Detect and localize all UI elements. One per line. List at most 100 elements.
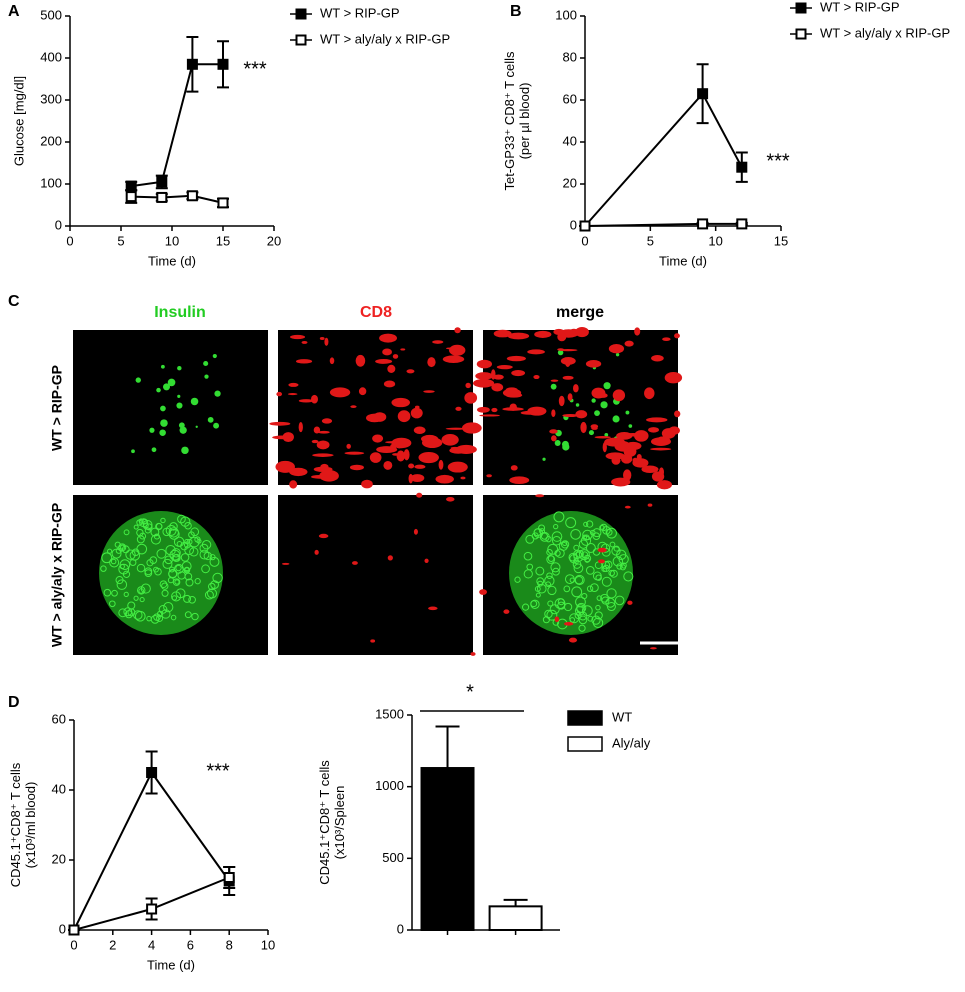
insulin-stain	[601, 596, 610, 605]
cd8-stain	[472, 378, 495, 388]
insulin-stain	[536, 583, 547, 594]
insulin-stain	[119, 563, 125, 570]
cd8-stain	[460, 476, 466, 480]
insulin-stain	[606, 527, 617, 539]
insulin-stain	[542, 457, 546, 461]
cd8-stain	[605, 452, 625, 460]
insulin-stain	[165, 524, 177, 536]
panel-label: B	[510, 3, 522, 20]
cd8-stain	[503, 609, 510, 614]
insulin-stain	[204, 590, 214, 600]
insulin-stain	[581, 605, 593, 617]
series-line	[131, 194, 224, 204]
y-axis-label: (x10³/Spleen	[332, 786, 347, 860]
cd8-stain	[329, 387, 351, 398]
insulin-stain	[159, 580, 168, 589]
cd8-stain	[311, 439, 319, 444]
insulin-stain	[172, 553, 181, 562]
insulin-stain	[526, 563, 534, 571]
point	[217, 58, 229, 70]
legend-swatch	[567, 710, 603, 726]
insulin-stain	[552, 567, 560, 576]
insulin-stain	[203, 551, 212, 561]
insulin-stain	[139, 532, 147, 540]
y-tick-label: 100	[555, 7, 577, 22]
point	[125, 180, 137, 192]
x-tick-label: 10	[708, 233, 722, 248]
insulin-stain	[150, 614, 160, 624]
y-tick-label: 0	[397, 921, 404, 936]
cd8-stain	[281, 562, 290, 565]
y-tick-label: 1500	[375, 706, 404, 721]
cd8-stain	[491, 407, 498, 413]
cd8-stain	[575, 410, 588, 419]
insulin-stain	[212, 572, 223, 584]
insulin-stain	[156, 387, 161, 393]
cd8-stain	[375, 358, 393, 364]
cd8-stain	[486, 474, 492, 478]
insulin-stain	[623, 571, 634, 582]
cd8-stain	[623, 469, 632, 481]
cd8-stain	[329, 357, 335, 365]
insulin-stain	[592, 617, 604, 629]
insulin-stain	[551, 536, 562, 546]
insulin-stain	[199, 543, 209, 553]
insulin-stain	[625, 410, 630, 415]
insulin-stain	[523, 551, 533, 561]
insulin-stain	[574, 574, 585, 586]
insulin-stain	[109, 600, 116, 608]
insulin-stain	[563, 585, 571, 593]
insulin-stain	[165, 544, 176, 556]
insulin-stain	[550, 383, 557, 390]
cd8-stain	[447, 461, 468, 473]
y-axis-label: (per µl blood)	[517, 83, 532, 160]
insulin-stain	[185, 578, 194, 587]
insulin-stain	[578, 615, 588, 625]
insulin-stain	[550, 562, 561, 573]
insulin-stain	[551, 531, 563, 542]
point	[125, 191, 137, 203]
insulin-stain	[161, 582, 169, 590]
cd8-stain	[567, 393, 573, 401]
cd8-stain	[535, 494, 545, 498]
insulin-stain	[583, 554, 592, 563]
insulin-stain	[616, 563, 623, 570]
insulin-stain	[599, 523, 608, 532]
legend-marker	[295, 8, 307, 20]
insulin-stain	[585, 543, 596, 553]
insulin-stain	[160, 405, 166, 412]
cd8-stain	[413, 528, 418, 535]
insulin-stain	[133, 524, 139, 530]
cd8-stain	[602, 442, 607, 453]
insulin-stain	[103, 588, 112, 597]
cd8-stain	[634, 430, 649, 442]
insulin-stain	[101, 552, 113, 564]
cd8-stain	[295, 359, 313, 364]
cd8-stain	[551, 409, 556, 418]
cd8-stain	[383, 380, 396, 388]
insulin-stain	[214, 390, 221, 397]
insulin-stain	[539, 528, 546, 535]
y-tick-label: 1000	[375, 778, 404, 793]
cd8-stain	[319, 470, 339, 482]
insulin-stain	[161, 364, 165, 369]
insulin-stain	[150, 527, 160, 537]
cd8-stain	[507, 332, 530, 340]
cd8-stain	[423, 390, 435, 393]
insulin-stain	[573, 558, 580, 564]
x-tick-label: 0	[70, 937, 77, 952]
cd8-stain	[644, 387, 655, 400]
y-tick-label: 60	[52, 711, 66, 726]
cd8-stain	[570, 328, 577, 332]
column-label: Insulin	[154, 304, 206, 321]
insulin-stain	[209, 554, 216, 561]
insulin-stain	[153, 613, 161, 621]
point	[156, 191, 168, 203]
cd8-stain	[349, 464, 364, 471]
insulin-stain	[565, 517, 577, 529]
insulin-stain	[544, 575, 555, 587]
cd8-stain	[298, 399, 314, 403]
cd8-stain	[369, 452, 382, 463]
insulin-stain	[155, 522, 163, 531]
